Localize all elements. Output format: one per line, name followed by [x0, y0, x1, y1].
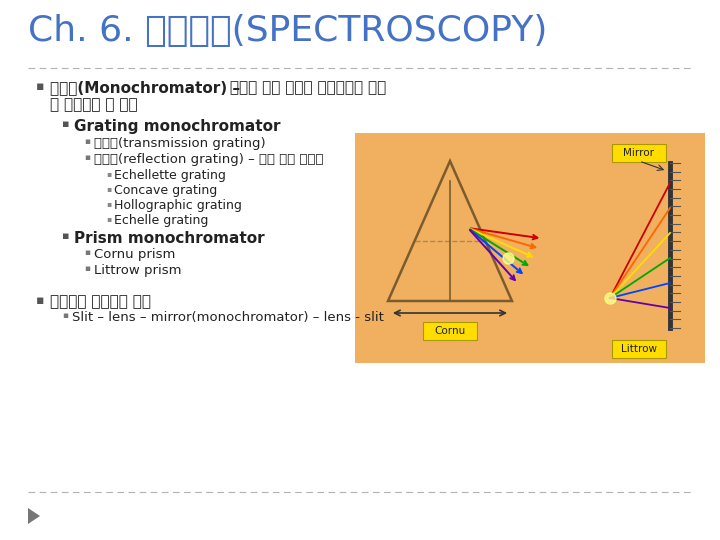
Text: ▪: ▪ — [106, 214, 111, 223]
Text: Slit – lens – mirror(monochromator) – lens - slit: Slit – lens – mirror(monochromator) – le… — [72, 311, 384, 324]
Polygon shape — [28, 508, 40, 524]
Text: ▪: ▪ — [106, 169, 111, 178]
Text: ▪: ▪ — [36, 294, 45, 307]
Text: Cornu: Cornu — [434, 326, 466, 336]
Text: 반사형(reflection grating) – 가장 많이 사용됨: 반사형(reflection grating) – 가장 많이 사용됨 — [94, 153, 323, 166]
Text: Hollographic grating: Hollographic grating — [114, 199, 242, 212]
Text: ▪: ▪ — [62, 311, 68, 320]
Text: ▪: ▪ — [84, 264, 90, 273]
Text: Prism monochromator: Prism monochromator — [74, 231, 265, 246]
Text: Mirror: Mirror — [624, 148, 654, 158]
Text: Cornu prism: Cornu prism — [94, 248, 176, 261]
Text: ▪: ▪ — [84, 153, 90, 162]
FancyBboxPatch shape — [612, 340, 666, 358]
Text: ▪: ▪ — [62, 231, 70, 241]
Text: 일반적인 단색기의 구성: 일반적인 단색기의 구성 — [50, 294, 151, 309]
Text: 을 변화시킬 수 있음: 을 변화시킬 수 있음 — [50, 97, 138, 112]
Text: Echelle grating: Echelle grating — [114, 214, 208, 227]
Text: ▪: ▪ — [106, 184, 111, 193]
FancyBboxPatch shape — [612, 144, 666, 162]
Text: Ch. 6. 분광분석(SPECTROSCOPY): Ch. 6. 분광분석(SPECTROSCOPY) — [28, 14, 547, 48]
Text: ▪: ▪ — [84, 248, 90, 257]
Text: Littrow: Littrow — [621, 344, 657, 354]
Text: Grating monochromator: Grating monochromator — [74, 119, 281, 134]
Text: ▪: ▪ — [106, 199, 111, 208]
Text: ▪: ▪ — [36, 80, 45, 93]
Text: Littrow prism: Littrow prism — [94, 264, 181, 277]
Text: 투과형(transmission grating): 투과형(transmission grating) — [94, 137, 266, 150]
Text: 주어진 범위 내에서 연속적으로 파장: 주어진 범위 내에서 연속적으로 파장 — [225, 80, 386, 95]
Text: Concave grating: Concave grating — [114, 184, 217, 197]
Bar — [355, 133, 705, 363]
Text: ▪: ▪ — [84, 137, 90, 146]
Text: Echellette grating: Echellette grating — [114, 169, 226, 182]
Text: ▪: ▪ — [62, 119, 70, 129]
Text: 단색기(Monochromator) –: 단색기(Monochromator) – — [50, 80, 240, 95]
FancyBboxPatch shape — [423, 322, 477, 340]
